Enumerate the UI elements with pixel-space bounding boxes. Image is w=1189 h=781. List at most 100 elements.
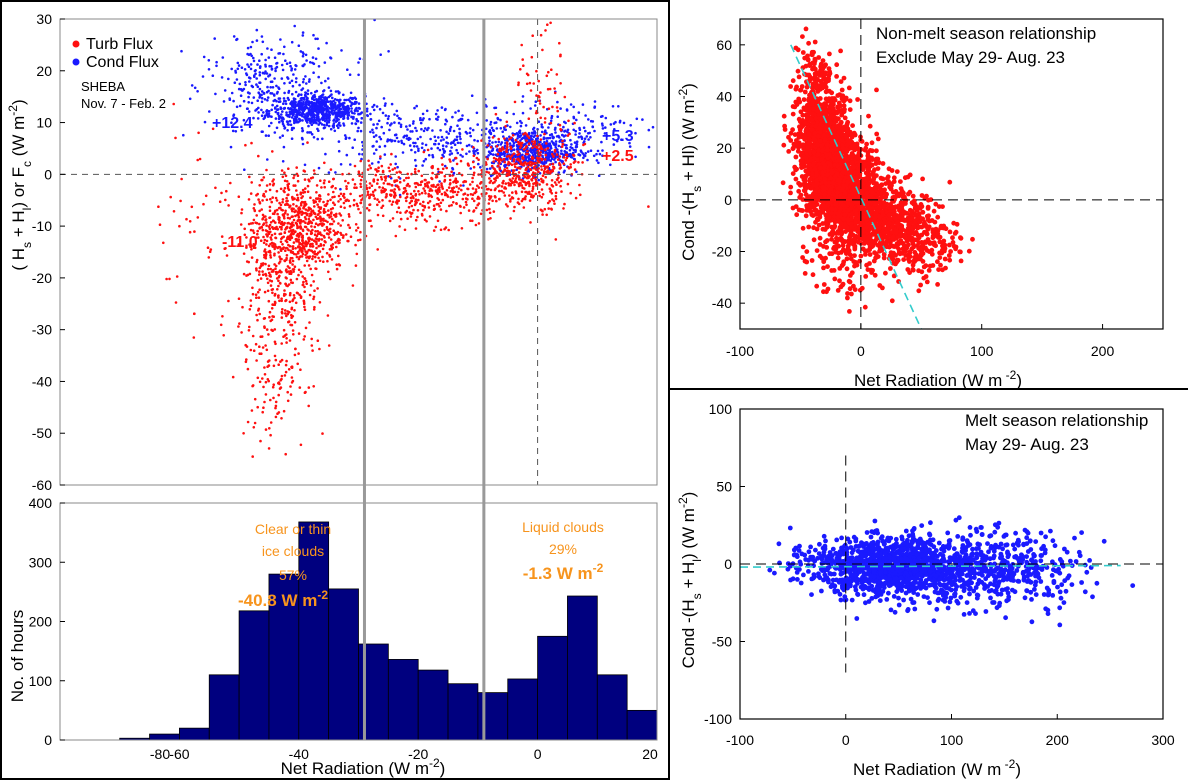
campaign-label: SHEBA	[81, 79, 125, 94]
scatter-point	[279, 203, 283, 207]
scatter-point	[393, 188, 397, 191]
scatter-point	[222, 334, 225, 337]
scatter-point	[543, 117, 547, 120]
scatter-point	[274, 267, 277, 271]
scatter-point	[304, 279, 308, 283]
scatter-point	[381, 111, 385, 115]
scatter-point	[267, 231, 270, 234]
scatter-point	[542, 137, 545, 141]
scatter-point	[420, 127, 423, 131]
scatter-point	[272, 383, 276, 387]
scatter-point	[346, 68, 349, 71]
scatter-point	[300, 127, 304, 130]
scatter-point	[451, 115, 454, 119]
scatter-point	[365, 107, 369, 111]
scatter-point	[578, 132, 581, 135]
scatter-point	[248, 92, 251, 95]
scatter-point	[260, 114, 264, 117]
scatter-point	[555, 106, 559, 109]
scatter-point	[349, 91, 353, 95]
scatter-point	[410, 148, 413, 152]
scatter-point	[178, 224, 181, 228]
scatter-point	[560, 145, 564, 148]
scatter-point	[554, 194, 558, 198]
scatter-point	[267, 299, 271, 303]
scatter-point	[312, 308, 316, 311]
scatter-point	[349, 163, 352, 166]
scatter-point	[376, 203, 379, 207]
scatter-point	[353, 138, 357, 141]
scatter-point	[266, 85, 269, 89]
scatter-point	[560, 133, 564, 137]
scatter-point	[378, 145, 382, 148]
scatter-point	[292, 207, 295, 211]
scatter-point	[247, 198, 251, 201]
scatter-point	[313, 212, 316, 215]
scatter-point	[295, 255, 299, 259]
scatter-point	[546, 147, 550, 150]
scatter-point	[344, 137, 348, 140]
scatter-point	[291, 110, 295, 113]
scatter-point	[371, 105, 374, 109]
scatter-point	[275, 61, 279, 65]
scatter-point	[507, 173, 511, 177]
x-tick-label: -60	[169, 746, 189, 762]
scatter-point	[505, 147, 509, 151]
scatter-point	[264, 428, 268, 431]
scatter-point	[274, 67, 277, 70]
scatter-point	[277, 100, 281, 104]
y-tick-label: -50	[32, 425, 52, 441]
scatter-point	[414, 218, 418, 222]
scatter-point	[553, 202, 556, 205]
scatter-point	[497, 140, 501, 144]
scatter-point	[268, 227, 272, 230]
scatter-point	[249, 304, 253, 308]
scatter-point	[471, 176, 474, 180]
scatter-point	[215, 60, 218, 64]
scatter-point	[333, 233, 336, 237]
scatter-point	[283, 374, 287, 377]
scatter-point	[321, 118, 325, 122]
scatter-point	[242, 252, 246, 255]
scatter-point	[311, 349, 314, 352]
scatter-point	[471, 160, 475, 164]
scatter-point	[162, 241, 165, 245]
scatter-point	[283, 292, 286, 296]
scatter-point	[315, 116, 319, 120]
scatter-point	[565, 153, 569, 157]
scatter-point	[496, 152, 500, 156]
scatter-point	[432, 185, 435, 188]
scatter-point	[269, 284, 273, 287]
scatter-point	[366, 193, 370, 196]
scatter-point	[284, 452, 288, 456]
scatter-point	[242, 118, 246, 122]
scatter-point	[539, 33, 543, 37]
scatter-point	[427, 126, 430, 130]
scatter-point	[284, 102, 288, 106]
scatter-point	[296, 110, 300, 114]
scatter-point	[339, 205, 343, 208]
scatter-point	[303, 264, 307, 267]
scatter-point	[314, 222, 318, 225]
scatter-point	[279, 187, 283, 191]
scatter-point	[384, 179, 387, 182]
scatter-point	[310, 238, 314, 241]
scatter-point	[294, 301, 298, 305]
scatter-point	[251, 85, 255, 89]
scatter-point	[349, 96, 352, 100]
scatter-point	[472, 171, 476, 175]
scatter-point	[541, 193, 545, 196]
scatter-point	[491, 181, 495, 185]
scatter-point	[586, 150, 590, 153]
scatter-point	[317, 123, 321, 126]
scatter-point	[544, 175, 547, 179]
scatter-point	[430, 176, 433, 180]
scatter-point	[328, 107, 331, 110]
scatter-point	[319, 243, 323, 246]
scatter-point	[544, 145, 547, 148]
scatter-point	[257, 296, 261, 300]
scatter-point	[327, 344, 331, 347]
scatter-point	[256, 376, 260, 380]
scatter-point	[539, 91, 542, 94]
scatter-point	[278, 232, 282, 236]
